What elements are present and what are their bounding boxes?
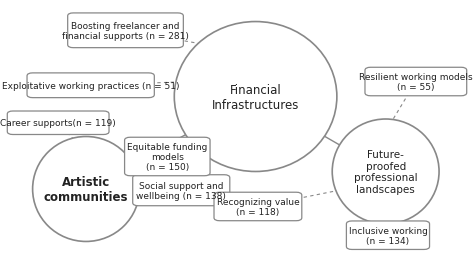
Text: Career supports(n = 119): Career supports(n = 119) bbox=[0, 119, 116, 128]
Text: Inclusive working
(n = 134): Inclusive working (n = 134) bbox=[348, 226, 428, 245]
FancyBboxPatch shape bbox=[7, 112, 109, 135]
Text: Resilient working models
(n = 55): Resilient working models (n = 55) bbox=[359, 73, 473, 92]
FancyBboxPatch shape bbox=[346, 221, 429, 249]
Text: Financial
Infrastructures: Financial Infrastructures bbox=[212, 83, 299, 111]
FancyBboxPatch shape bbox=[27, 74, 155, 98]
FancyBboxPatch shape bbox=[133, 175, 230, 206]
Text: Equitable funding
models
(n = 150): Equitable funding models (n = 150) bbox=[127, 142, 208, 172]
Ellipse shape bbox=[33, 137, 139, 242]
Text: Exploitative working practices (n = 51): Exploitative working practices (n = 51) bbox=[2, 82, 180, 90]
Text: Future-
proofed
professional
landscapes: Future- proofed professional landscapes bbox=[354, 150, 418, 194]
Text: Boosting freelancer and
financial supports (n = 281): Boosting freelancer and financial suppor… bbox=[62, 22, 189, 41]
Ellipse shape bbox=[332, 120, 439, 224]
FancyBboxPatch shape bbox=[214, 193, 302, 221]
FancyBboxPatch shape bbox=[125, 138, 210, 176]
Text: Recognizing value
(n = 118): Recognizing value (n = 118) bbox=[217, 197, 299, 216]
FancyBboxPatch shape bbox=[68, 14, 183, 49]
FancyBboxPatch shape bbox=[365, 68, 467, 96]
Text: Social support and
wellbeing (n = 138): Social support and wellbeing (n = 138) bbox=[137, 181, 226, 200]
Text: Artistic
communities: Artistic communities bbox=[44, 175, 128, 203]
Ellipse shape bbox=[174, 22, 337, 172]
